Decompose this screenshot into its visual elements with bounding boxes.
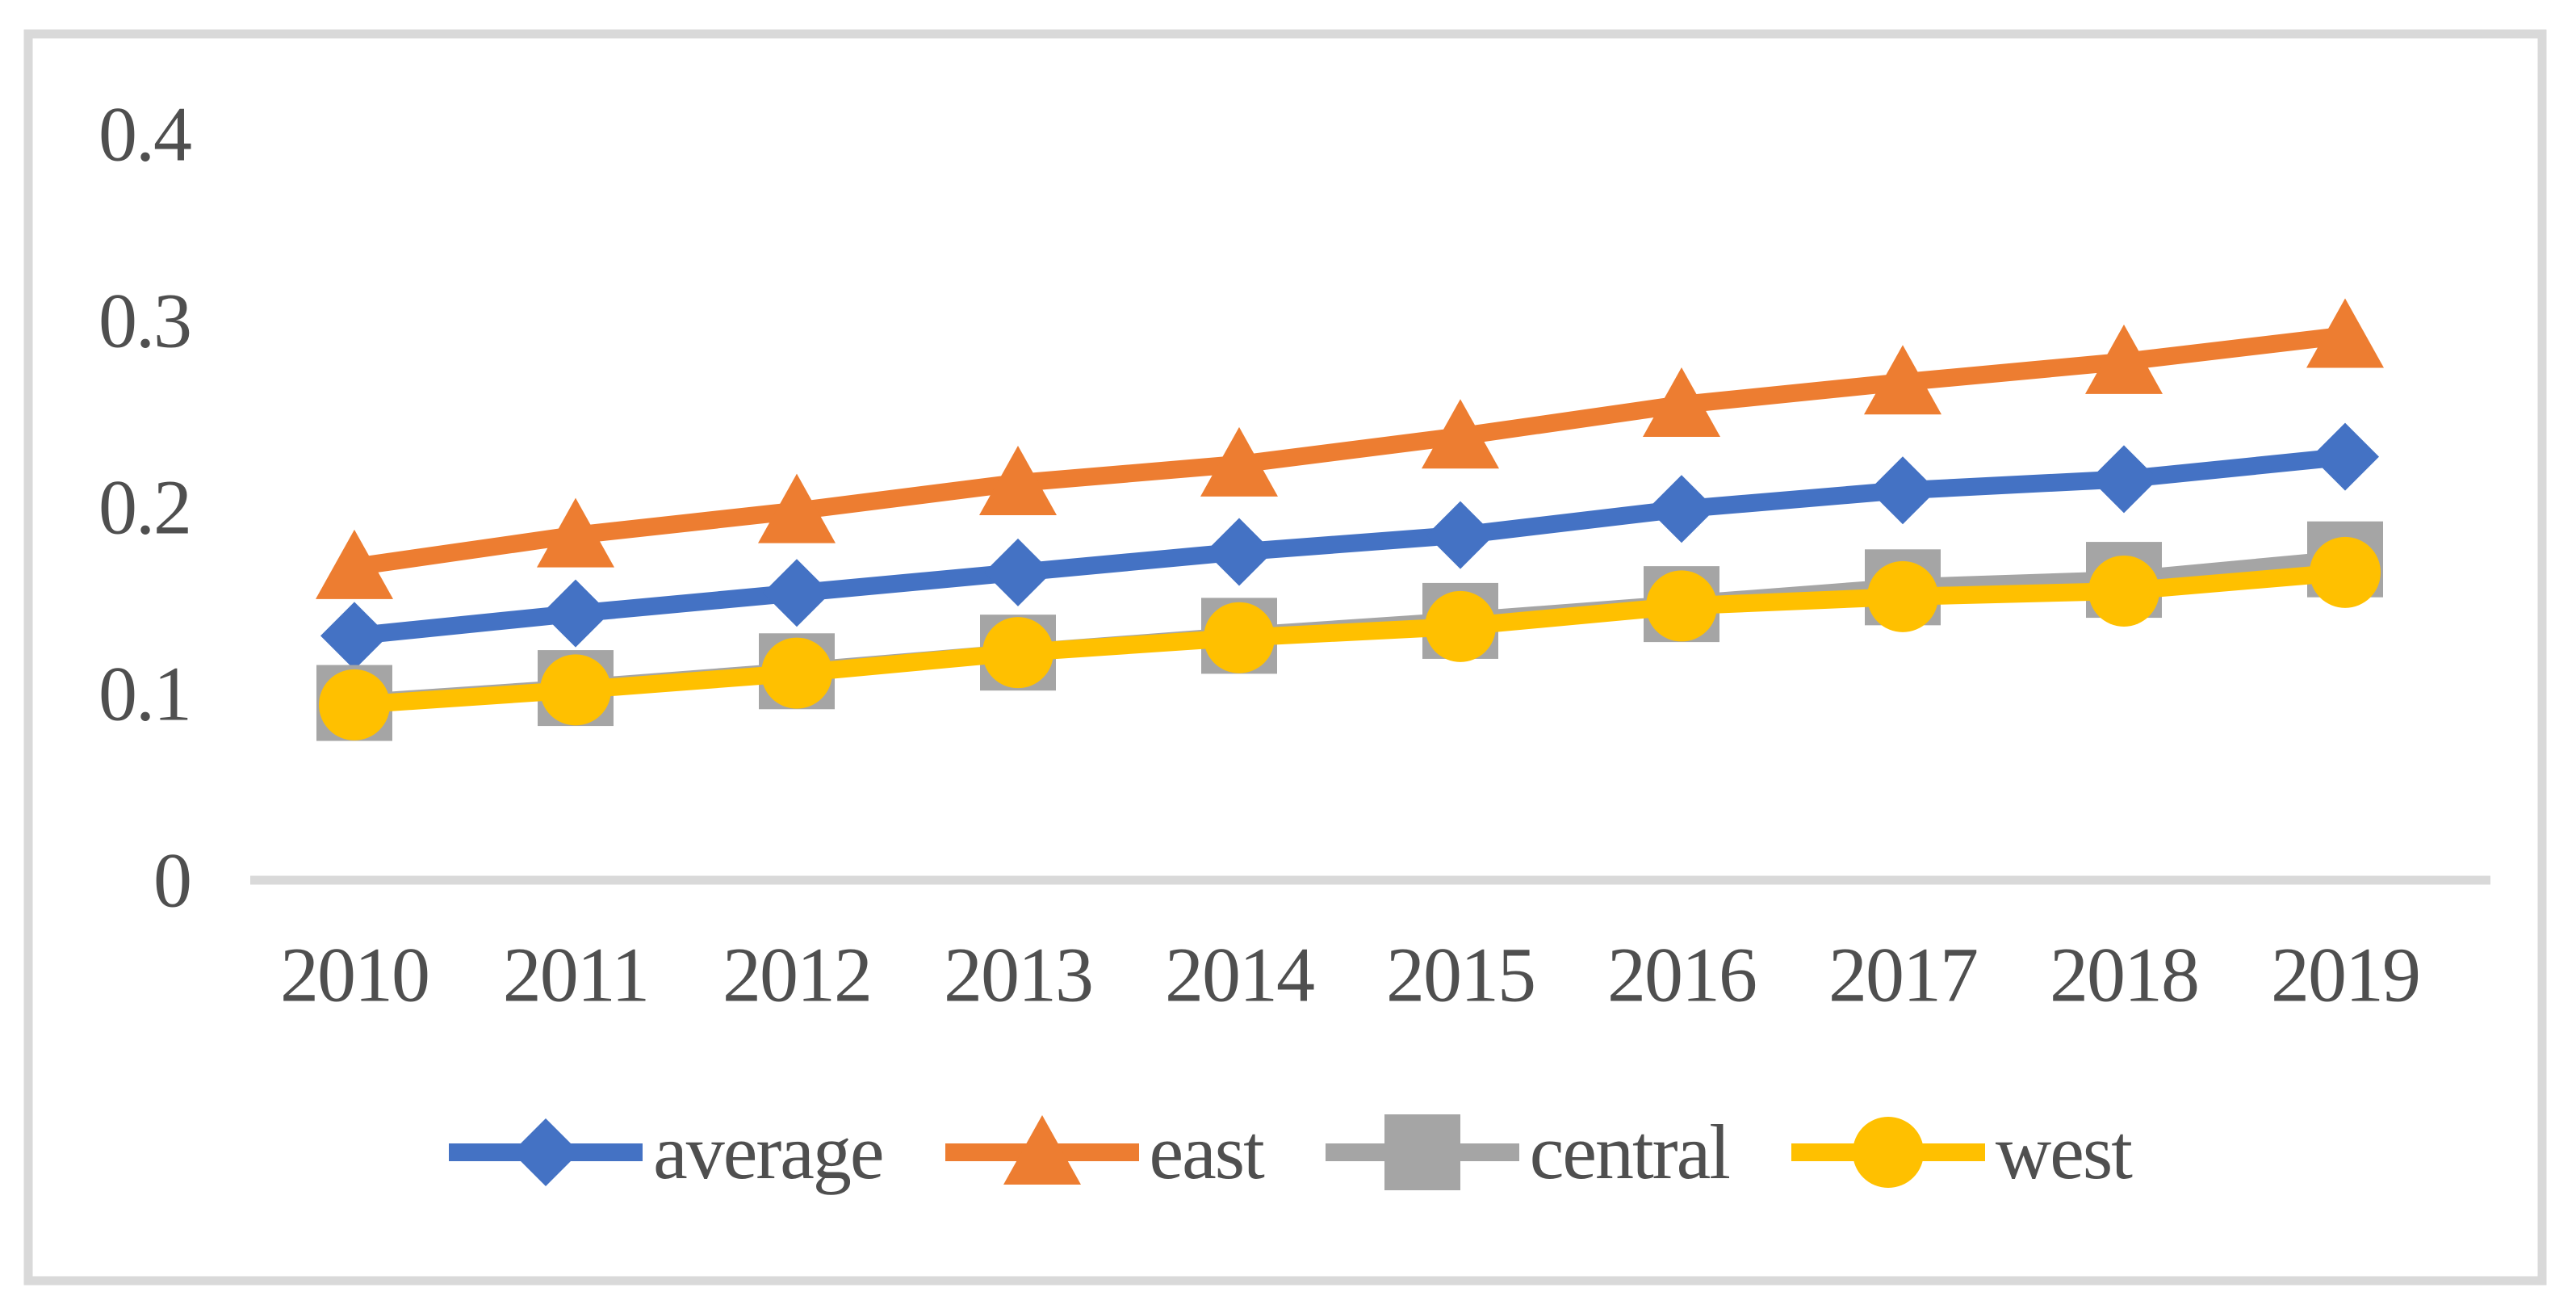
data-point-average bbox=[320, 602, 388, 670]
legend-item-average: average bbox=[445, 1108, 885, 1197]
legend: average east central west bbox=[0, 1092, 2576, 1213]
x-tick-label: 2017 bbox=[1828, 932, 1977, 1018]
legend-marker-east-icon bbox=[945, 1115, 1139, 1185]
data-point-east bbox=[1643, 367, 1720, 437]
y-tick-label: 0.2 bbox=[98, 464, 191, 551]
legend-marker-average-icon bbox=[449, 1118, 643, 1186]
data-point-average bbox=[2311, 422, 2379, 491]
data-point-average bbox=[2090, 445, 2158, 514]
y-tick-label: 0.3 bbox=[98, 278, 191, 364]
legend-item-central: central bbox=[1322, 1108, 1731, 1197]
legend-label-central: central bbox=[1529, 1109, 1731, 1195]
data-point-average bbox=[542, 579, 609, 648]
series-line-average bbox=[346, 447, 2354, 645]
y-tick-label: 0 bbox=[153, 837, 191, 924]
legend-glyph-average bbox=[512, 1118, 580, 1186]
x-tick-label: 2016 bbox=[1607, 932, 1756, 1018]
data-point-east bbox=[758, 473, 836, 543]
legend-item-east: east bbox=[941, 1108, 1265, 1197]
data-point-west bbox=[982, 617, 1053, 689]
data-point-east bbox=[2306, 298, 2384, 368]
data-point-average bbox=[1205, 518, 1273, 586]
x-tick-label: 2010 bbox=[280, 932, 429, 1018]
data-point-east bbox=[1864, 345, 1941, 415]
data-point-average bbox=[763, 559, 831, 627]
data-point-west bbox=[2088, 555, 2159, 627]
legend-label-west: west bbox=[1995, 1109, 2133, 1195]
legend-marker-central-icon bbox=[1325, 1114, 1519, 1190]
legend-item-west: west bbox=[1787, 1108, 2133, 1197]
y-tick-label: 0.1 bbox=[98, 651, 191, 737]
legend-label-east: east bbox=[1149, 1109, 1265, 1195]
data-point-east bbox=[979, 445, 1057, 515]
y-tick-label: 0.4 bbox=[98, 91, 191, 178]
data-point-average bbox=[984, 538, 1052, 606]
data-point-east bbox=[1200, 426, 1278, 497]
legend-glyph-west bbox=[1852, 1117, 1924, 1188]
series-line-east bbox=[346, 326, 2354, 576]
data-point-east bbox=[2085, 324, 2163, 394]
data-point-west bbox=[1867, 560, 1938, 632]
chart-border bbox=[23, 29, 2547, 1286]
series-line-west bbox=[346, 563, 2354, 714]
data-point-west bbox=[761, 637, 832, 709]
legend-glyph-central bbox=[1384, 1114, 1460, 1190]
x-tick-label: 2011 bbox=[503, 932, 648, 1018]
x-tick-label: 2013 bbox=[944, 932, 1092, 1018]
data-point-west bbox=[1425, 590, 1496, 662]
data-point-east bbox=[537, 497, 614, 568]
data-point-average bbox=[1426, 501, 1494, 569]
data-point-east bbox=[316, 529, 393, 599]
data-point-west bbox=[1204, 602, 1275, 673]
x-tick-label: 2012 bbox=[723, 932, 871, 1018]
legend-label-average: average bbox=[653, 1109, 884, 1195]
x-tick-label: 2018 bbox=[2050, 932, 2198, 1018]
x-tick-label: 2019 bbox=[2271, 932, 2419, 1018]
data-point-average bbox=[1648, 475, 1715, 543]
legend-glyph-east bbox=[1003, 1115, 1081, 1185]
x-tick-label: 2015 bbox=[1386, 932, 1535, 1018]
data-point-west bbox=[1646, 570, 1717, 642]
data-point-average bbox=[1869, 456, 1937, 525]
data-point-west bbox=[540, 654, 611, 726]
data-point-west bbox=[2310, 536, 2381, 608]
legend-marker-west-icon bbox=[1791, 1117, 1985, 1188]
x-tick-label: 2014 bbox=[1165, 932, 1314, 1018]
data-point-east bbox=[1422, 399, 1499, 469]
data-point-west bbox=[319, 669, 390, 740]
